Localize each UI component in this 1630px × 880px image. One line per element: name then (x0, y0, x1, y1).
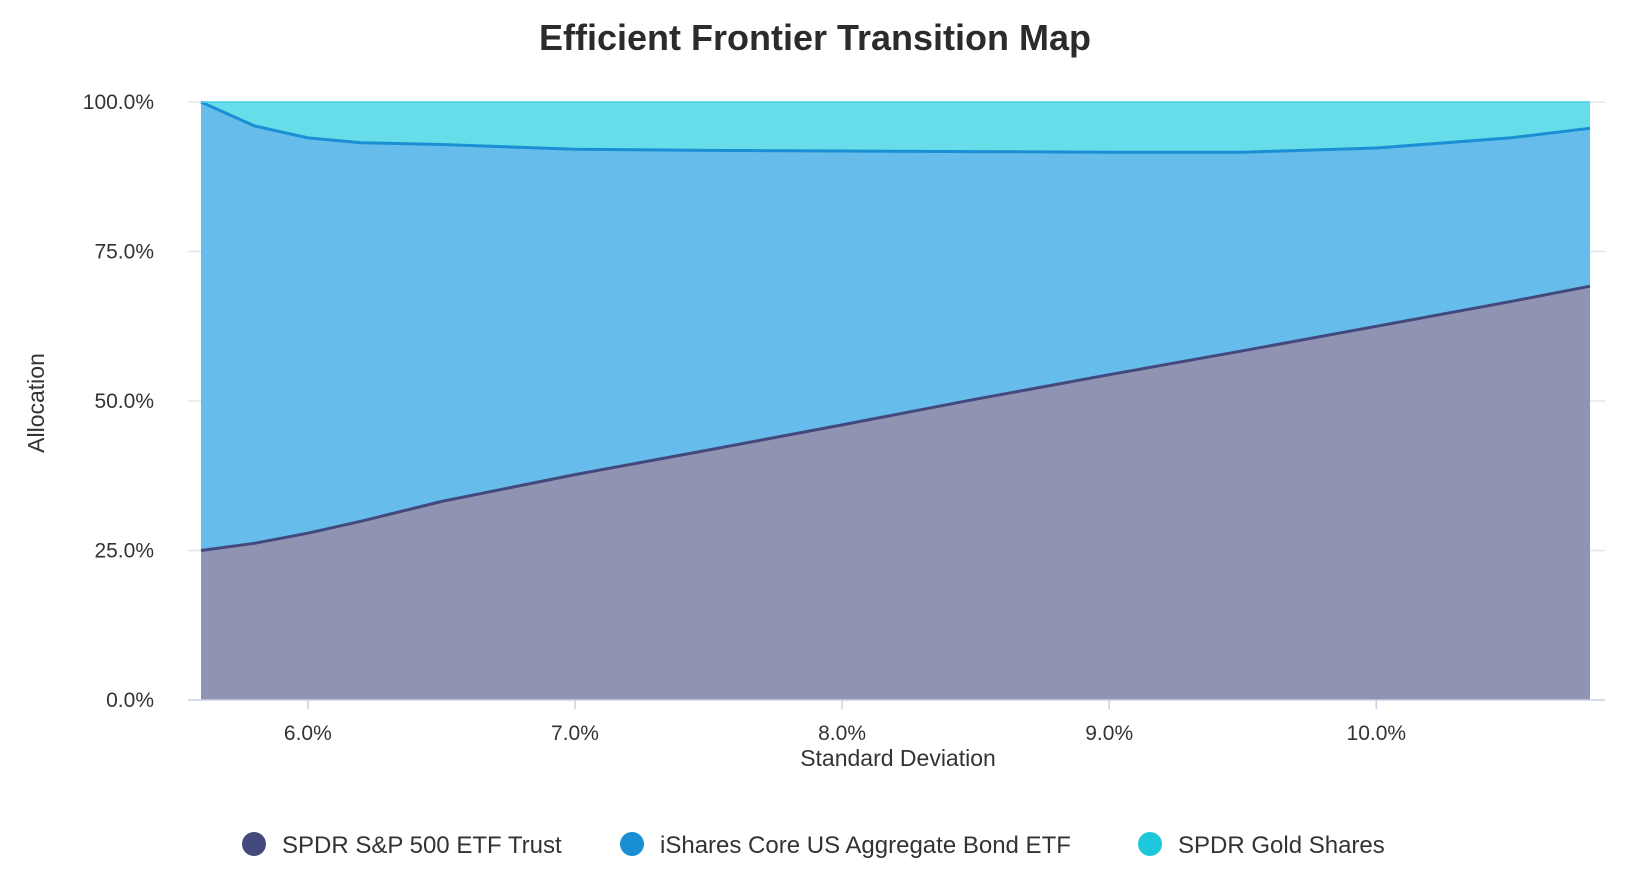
legend-label: SPDR Gold Shares (1178, 832, 1385, 859)
y-tick-label: 75.0% (94, 241, 154, 264)
series-lines (200, 100, 1591, 552)
y-axis-title: Allocation (23, 353, 49, 453)
area-series (201, 102, 1590, 700)
x-tick-label: 10.0% (1347, 722, 1407, 745)
axes: 0.0% 25.0% 50.0% 75.0% 100.0% 6.0% 7.0% 8.0% 9.0… (83, 91, 1605, 745)
legend-label: iShares Core US Aggregate Bond ETF (660, 832, 1071, 859)
legend-marker (1138, 832, 1162, 856)
legend-marker (620, 832, 644, 856)
x-tick-label: 8.0% (818, 722, 866, 745)
legend-marker (242, 832, 266, 856)
x-axis-title: Standard Deviation (800, 745, 996, 771)
chart-title: Efficient Frontier Transition Map (539, 17, 1091, 58)
y-tick-label: 25.0% (94, 540, 154, 563)
legend-label: SPDR S&P 500 ETF Trust (282, 832, 562, 859)
legend: SPDR S&P 500 ETF Trust iShares Core US Ag… (242, 832, 1385, 859)
legend-item-0[interactable]: SPDR S&P 500 ETF Trust (242, 832, 562, 859)
series-line-0 (200, 284, 1591, 552)
y-tick-label: 0.0% (106, 689, 154, 712)
y-tick-label: 100.0% (83, 91, 154, 114)
area-0 (201, 286, 1590, 700)
x-tick-label: 6.0% (284, 722, 332, 745)
y-tick-label: 50.0% (94, 390, 154, 413)
x-tick-label: 7.0% (551, 722, 599, 745)
x-tick-label: 9.0% (1085, 722, 1133, 745)
legend-item-2[interactable]: SPDR Gold Shares (1138, 832, 1385, 859)
legend-item-1[interactable]: iShares Core US Aggregate Bond ETF (620, 832, 1071, 859)
area-2 (201, 102, 1590, 153)
series-line-1 (200, 100, 1591, 154)
area-1 (201, 102, 1590, 551)
